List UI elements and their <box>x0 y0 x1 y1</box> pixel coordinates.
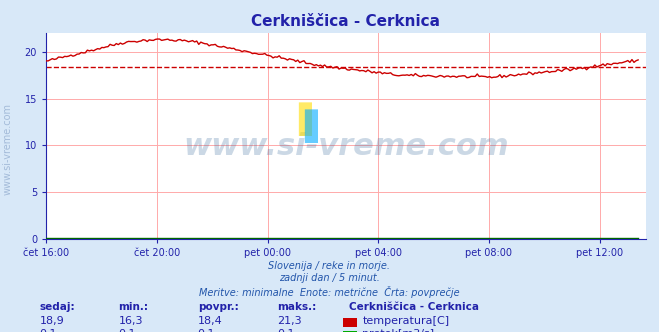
Text: 0,1: 0,1 <box>277 329 295 332</box>
Text: ▐: ▐ <box>291 109 317 143</box>
Text: sedaj:: sedaj: <box>40 302 75 312</box>
Text: maks.:: maks.: <box>277 302 316 312</box>
Text: 16,3: 16,3 <box>119 316 143 326</box>
Text: 0,1: 0,1 <box>40 329 57 332</box>
Text: zadnji dan / 5 minut.: zadnji dan / 5 minut. <box>279 273 380 283</box>
Text: 21,3: 21,3 <box>277 316 301 326</box>
Text: povpr.:: povpr.: <box>198 302 239 312</box>
Text: Cerkniščica - Cerknica: Cerkniščica - Cerknica <box>349 302 479 312</box>
Text: ▐: ▐ <box>285 103 311 136</box>
Text: 0,1: 0,1 <box>119 329 136 332</box>
Text: www.si-vreme.com: www.si-vreme.com <box>183 132 509 161</box>
Text: 18,4: 18,4 <box>198 316 223 326</box>
Title: Cerkniščica - Cerknica: Cerkniščica - Cerknica <box>252 14 440 29</box>
Text: 18,9: 18,9 <box>40 316 65 326</box>
Text: www.si-vreme.com: www.si-vreme.com <box>3 103 13 196</box>
Text: Slovenija / reke in morje.: Slovenija / reke in morje. <box>268 261 391 271</box>
Text: 0,1: 0,1 <box>198 329 215 332</box>
Text: min.:: min.: <box>119 302 149 312</box>
Text: temperatura[C]: temperatura[C] <box>362 316 449 326</box>
Text: Meritve: minimalne  Enote: metrične  Črta: povprečje: Meritve: minimalne Enote: metrične Črta:… <box>199 286 460 298</box>
Text: pretok[m3/s]: pretok[m3/s] <box>362 329 434 332</box>
